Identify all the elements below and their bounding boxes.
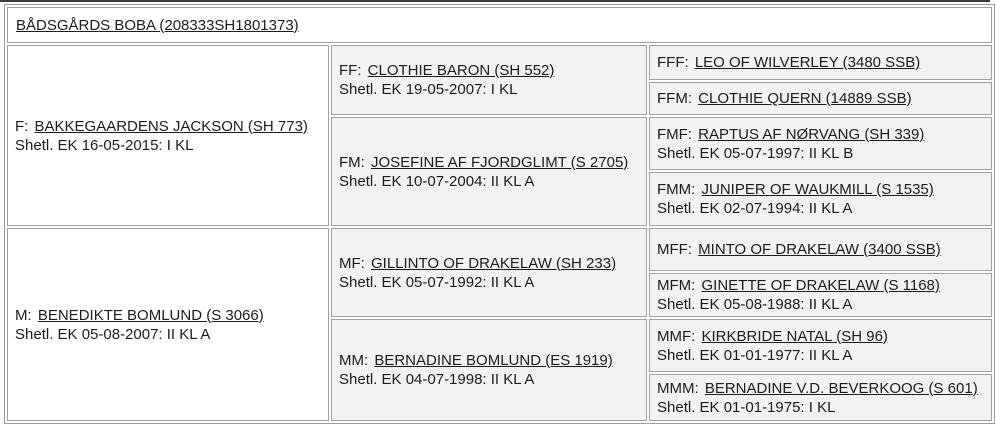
table-row: FM: JOSEFINE AF FJORDGLIMT (S 2705) Shet… — [7, 117, 992, 226]
relation-label-m: M: — [15, 306, 32, 324]
pedigree-table: BÅDSGÅRDS BOBA (208333SH1801373) F: BAKK… — [4, 4, 995, 424]
table-row: FMM: JUNIPER OF WAUKMILL (S 1535) Shetl.… — [7, 172, 992, 226]
pedigree-cell-mmf: MMF: KIRKBRIDE NATAL (SH 96) Shetl. EK 0… — [649, 319, 992, 372]
table-row: M: BENEDIKTE BOMLUND (S 3066) Shetl. EK … — [7, 228, 992, 421]
ancestor-link-mmm[interactable]: BERNADINE V.D. BEVERKOOG (S 601) — [704, 379, 978, 397]
subject-horse-link[interactable]: BÅDSGÅRDS BOBA (208333SH1801373) — [16, 16, 299, 34]
ancestor-link-mff[interactable]: MINTO OF DRAKELAW (3400 SSB) — [698, 241, 941, 258]
pedigree-cell-fff: FFF: LEO OF WILVERLEY (3480 SSB) — [649, 45, 992, 80]
pedigree-cell-fmf: FMF: RAPTUS AF NØRVANG (SH 339) Shetl. E… — [649, 117, 992, 170]
relation-label-fm: FM: — [339, 153, 365, 171]
ancestor-link-mfm[interactable]: GINETTE OF DRAKELAW (S 1168) — [701, 277, 940, 294]
relation-label-ff: FF: — [339, 62, 362, 79]
relation-label-mf: MF: — [339, 254, 365, 272]
pedigree-cell-father: F: BAKKEGAARDENS JACKSON (SH 773) Shetl.… — [7, 45, 329, 226]
pedigree-cell-mf: MF: GILLINTO OF DRAKELAW (SH 233) Shetl.… — [331, 228, 647, 317]
relation-label-fmf: FMF: — [657, 125, 692, 143]
table-row: MFM: GINETTE OF DRAKELAW (S 1168) Shetl.… — [7, 273, 992, 317]
inspection-detail-f: Shetl. EK 16-05-2015: I KL — [15, 136, 194, 154]
relation-label-mfm: MFM: — [657, 277, 696, 294]
inspection-detail-mf: Shetl. EK 05-07-1992: II KL A — [339, 273, 535, 291]
relation-label-fff: FFF: — [657, 54, 689, 71]
pedigree-cell-ffm: FFM: CLOTHIE QUERN (14889 SSB) — [649, 82, 992, 115]
relation-label-f: F: — [15, 117, 29, 135]
ancestor-link-fm[interactable]: JOSEFINE AF FJORDGLIMT (S 2705) — [371, 153, 629, 171]
relation-label-mmf: MMF: — [657, 327, 696, 345]
relation-label-ffm: FFM: — [657, 90, 692, 107]
inspection-detail-mmf: Shetl. EK 01-01-1977: II KL A — [657, 346, 853, 364]
pedigree-cell-fm: FM: JOSEFINE AF FJORDGLIMT (S 2705) Shet… — [331, 117, 647, 226]
inspection-detail-fmm: Shetl. EK 02-07-1994: II KL A — [657, 200, 853, 217]
inspection-detail-fm: Shetl. EK 10-07-2004: II KL A — [339, 172, 535, 190]
ancestor-link-fff[interactable]: LEO OF WILVERLEY (3480 SSB) — [694, 54, 921, 71]
pedigree-cell-mff: MFF: MINTO OF DRAKELAW (3400 SSB) — [649, 228, 992, 271]
table-row: MMM: BERNADINE V.D. BEVERKOOG (S 601) Sh… — [7, 374, 992, 421]
inspection-detail-mfm: Shetl. EK 05-08-1988: II KL A — [657, 296, 853, 313]
relation-label-mm: MM: — [339, 352, 369, 369]
relation-label-mmm: MMM: — [657, 379, 699, 397]
table-row: FFM: CLOTHIE QUERN (14889 SSB) — [7, 82, 992, 115]
pedigree-title-cell: BÅDSGÅRDS BOBA (208333SH1801373) — [7, 7, 992, 43]
pedigree-cell-ff: FF: CLOTHIE BARON (SH 552) Shetl. EK 19-… — [331, 45, 647, 115]
inspection-detail-mmm: Shetl. EK 01-01-1975: I KL — [657, 398, 836, 416]
table-row: MM: BERNADINE BOMLUND (ES 1919) Shetl. E… — [7, 319, 992, 421]
pedigree-cell-mmm: MMM: BERNADINE V.D. BEVERKOOG (S 601) Sh… — [649, 374, 992, 421]
pedigree-cell-mm: MM: BERNADINE BOMLUND (ES 1919) Shetl. E… — [331, 319, 647, 421]
inspection-detail-ff: Shetl. EK 19-05-2007: I KL — [339, 81, 518, 98]
ancestor-link-fmm[interactable]: JUNIPER OF WAUKMILL (S 1535) — [701, 181, 934, 198]
ancestor-link-f[interactable]: BAKKEGAARDENS JACKSON (SH 773) — [34, 117, 308, 135]
ancestor-link-mm[interactable]: BERNADINE BOMLUND (ES 1919) — [374, 352, 613, 369]
inspection-detail-mm: Shetl. EK 04-07-1998: II KL A — [339, 371, 535, 388]
ancestor-link-mf[interactable]: GILLINTO OF DRAKELAW (SH 233) — [371, 254, 617, 272]
pedigree-cell-mother: M: BENEDIKTE BOMLUND (S 3066) Shetl. EK … — [7, 228, 329, 421]
inspection-detail-fmf: Shetl. EK 05-07-1997: II KL B — [657, 144, 854, 162]
ancestor-link-fmf[interactable]: RAPTUS AF NØRVANG (SH 339) — [698, 125, 925, 143]
ancestor-link-m[interactable]: BENEDIKTE BOMLUND (S 3066) — [37, 306, 264, 324]
relation-label-mff: MFF: — [657, 241, 692, 258]
pedigree-cell-fmm: FMM: JUNIPER OF WAUKMILL (S 1535) Shetl.… — [649, 172, 992, 226]
table-row: BÅDSGÅRDS BOBA (208333SH1801373) — [7, 7, 992, 43]
relation-label-fmm: FMM: — [657, 181, 696, 198]
ancestor-link-mmf[interactable]: KIRKBRIDE NATAL (SH 96) — [701, 327, 888, 345]
inspection-detail-m: Shetl. EK 05-08-2007: II KL A — [15, 325, 211, 343]
ancestor-link-ffm[interactable]: CLOTHIE QUERN (14889 SSB) — [698, 90, 912, 107]
ancestor-link-ff[interactable]: CLOTHIE BARON (SH 552) — [367, 62, 555, 79]
pedigree-cell-mfm: MFM: GINETTE OF DRAKELAW (S 1168) Shetl.… — [649, 273, 992, 317]
table-row: F: BAKKEGAARDENS JACKSON (SH 773) Shetl.… — [7, 45, 992, 226]
page-top-divider — [0, 0, 990, 2]
